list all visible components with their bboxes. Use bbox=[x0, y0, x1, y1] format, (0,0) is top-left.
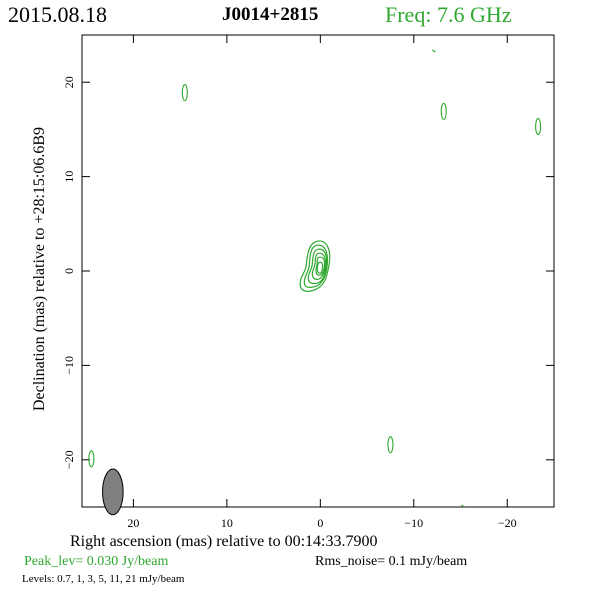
x-axis-label: Right ascension (mas) relative to 00:14:… bbox=[70, 533, 378, 550]
x-tick-label: −10 bbox=[404, 516, 423, 530]
contour-levels: Levels: 0.7, 1, 3, 5, 11, 21 mJy/beam bbox=[22, 573, 185, 585]
source-name: J0014+2815 bbox=[222, 4, 319, 25]
rms-noise: Rms_noise= 0.1 mJy/beam bbox=[315, 554, 468, 569]
noise-contour bbox=[440, 102, 447, 121]
y-axis-label: Declination (mas) relative to +28:15:06.… bbox=[31, 126, 48, 412]
core-contour bbox=[315, 256, 326, 276]
frequency-label: Freq: 7.6 GHz bbox=[385, 2, 512, 27]
core-contour bbox=[299, 240, 331, 292]
core-contour bbox=[311, 252, 327, 280]
noise-contour bbox=[181, 84, 188, 102]
noise-contour bbox=[461, 504, 465, 508]
peak-level: Peak_lev= 0.030 Jy/beam bbox=[24, 554, 169, 569]
y-tick-label: 20 bbox=[62, 76, 76, 88]
noise-contour bbox=[88, 450, 95, 468]
core-contour bbox=[303, 244, 329, 288]
core-contour bbox=[307, 248, 328, 285]
y-tick-label: 10 bbox=[62, 171, 76, 183]
epoch-date: 2015.08.18 bbox=[8, 2, 107, 27]
x-tick-label: 0 bbox=[317, 516, 323, 530]
y-tick-label: −10 bbox=[62, 356, 76, 375]
noise-contour bbox=[432, 49, 436, 53]
y-tick-label: −20 bbox=[62, 450, 76, 469]
x-tick-label: 20 bbox=[127, 516, 139, 530]
x-tick-label: 10 bbox=[221, 516, 233, 530]
noise-contour bbox=[387, 436, 394, 454]
noise-contour bbox=[535, 118, 542, 136]
x-tick-label: −20 bbox=[498, 516, 517, 530]
restoring-beam bbox=[102, 468, 124, 516]
core-contour bbox=[316, 261, 324, 274]
y-tick-label: 0 bbox=[62, 268, 76, 274]
